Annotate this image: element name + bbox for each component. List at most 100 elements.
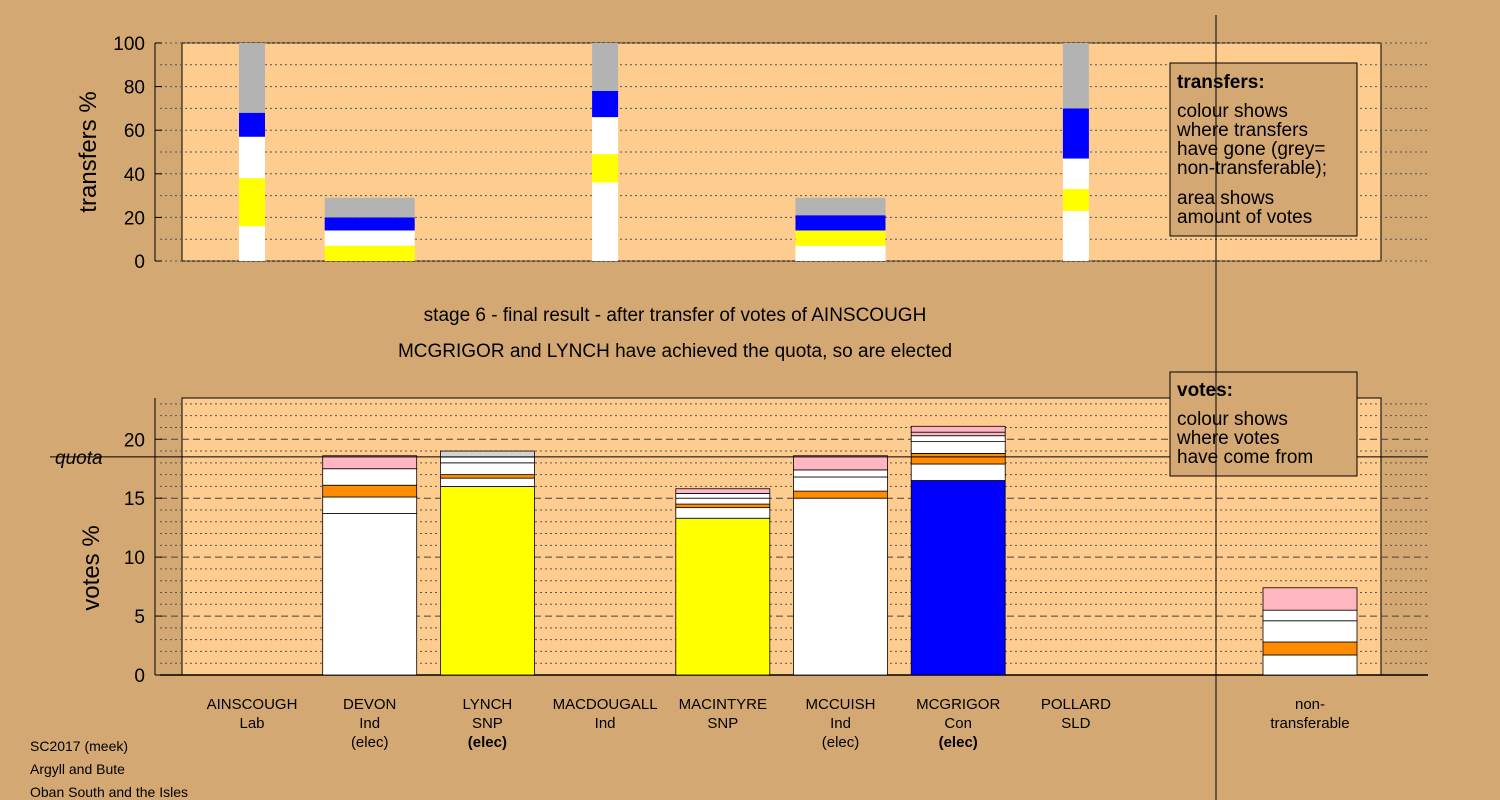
transfers-bar-segment xyxy=(795,197,886,216)
votes-bar-segment xyxy=(439,477,535,487)
votes-bar-segment xyxy=(793,455,888,471)
transfers-bar-segment xyxy=(1062,210,1089,261)
votes-y-axis-label: votes % xyxy=(78,525,105,610)
candidate-name-label: LYNCH xyxy=(463,696,513,713)
candidate-name-label: DEVON xyxy=(343,696,396,713)
transfers-bar-segment xyxy=(592,154,619,183)
votes-chart: 0 5 10 15 20 votes % quota votes: colour showswh… xyxy=(50,371,1428,751)
votes-bar-segment xyxy=(439,462,535,476)
candidate-party-label: Con xyxy=(944,715,972,732)
votes-bar-segment xyxy=(910,425,1006,433)
transfers-y-tick-label: 80 xyxy=(124,78,145,99)
footer-ward: Oban South and the Isles xyxy=(30,784,188,800)
transfers-bar-segment xyxy=(795,245,886,261)
transfers-legend-line: where transfers xyxy=(1176,120,1308,141)
nontransferable-label: transferable xyxy=(1270,715,1349,732)
transfers-bar-segment xyxy=(795,215,886,231)
votes-bar-segment xyxy=(322,513,418,676)
votes-bar-segment xyxy=(675,503,771,509)
transfers-y-tick-label: 20 xyxy=(124,208,145,229)
votes-bar-segment xyxy=(910,463,1006,481)
elected-title: MCGRIGOR and LYNCH have achieved the quo… xyxy=(397,341,953,362)
transfers-bar-segment xyxy=(239,178,265,227)
transfers-bar-segment xyxy=(795,230,886,246)
transfers-y-tick-label: 100 xyxy=(113,34,145,55)
votes-bar-segment xyxy=(675,507,771,519)
votes-y-tick-label: 15 xyxy=(124,489,145,510)
candidate-name-label: POLLARD xyxy=(1041,696,1111,713)
votes-bar-segment xyxy=(675,488,771,494)
votes-bar-segment xyxy=(439,474,535,479)
transfers-bar-segment xyxy=(239,136,265,179)
candidate-status-label: (elec) xyxy=(468,734,507,751)
votes-bar-segment xyxy=(1262,654,1358,676)
votes-bar-segment xyxy=(439,450,535,458)
candidate-party-label: Ind xyxy=(830,715,851,732)
nontransferable-label: non- xyxy=(1295,696,1325,713)
votes-bar-segment xyxy=(322,468,418,486)
transfers-legend-line: amount of votes xyxy=(1177,207,1312,228)
transfers-y-axis-label: transfers % xyxy=(75,91,102,212)
candidate-name-label: MCCUISH xyxy=(806,696,876,713)
votes-bar-segment xyxy=(1262,620,1358,643)
footer-council: Argyll and Bute xyxy=(30,761,125,777)
votes-y-tick-label: 0 xyxy=(134,666,145,687)
transfers-bar-segment xyxy=(1062,189,1089,211)
votes-bar-segment xyxy=(910,480,1006,676)
transfers-chart: 0 20 40 60 80 100 transfers % transfers: colour … xyxy=(75,34,1428,273)
votes-bar-segment xyxy=(793,490,888,499)
transfers-bar-segment xyxy=(324,245,415,261)
transfers-legend-line: non-transferable); xyxy=(1177,158,1327,179)
candidate-name-label: MACINTYRE xyxy=(679,696,767,713)
candidate-status-label: (elec) xyxy=(939,734,978,751)
votes-legend-line: have come from xyxy=(1177,447,1313,468)
candidate-name-label: AINSCOUGH xyxy=(207,696,298,713)
candidate-status-label: (elec) xyxy=(822,734,860,751)
votes-bar-segment xyxy=(793,476,888,492)
votes-bar-segment xyxy=(322,484,418,498)
votes-legend-line: where votes xyxy=(1176,428,1279,449)
votes-bar-segment xyxy=(322,455,418,470)
transfers-bar-segment xyxy=(1062,158,1089,190)
candidate-name-label: MCGRIGOR xyxy=(916,696,1000,713)
transfers-bar-segment xyxy=(239,43,265,113)
transfers-bar-segment xyxy=(239,226,265,261)
votes-bar-segment xyxy=(1262,609,1358,622)
candidate-party-label: SNP xyxy=(472,715,503,732)
votes-bar-segment xyxy=(675,493,771,499)
votes-bar-segment xyxy=(322,496,418,514)
votes-bar-segment xyxy=(910,431,1006,437)
votes-bar-segment xyxy=(1262,641,1358,656)
votes-legend-box xyxy=(1169,371,1358,477)
votes-bar-segment xyxy=(910,452,1006,465)
transfers-bar-segment xyxy=(592,182,619,261)
footer-election: SC2017 (meek) xyxy=(30,738,129,754)
candidate-party-label: SNP xyxy=(707,715,738,732)
stage-title: stage 6 - final result - after transfer … xyxy=(423,305,927,326)
votes-bar-segment xyxy=(910,435,1006,443)
candidate-status-label: (elec) xyxy=(351,734,389,751)
votes-y-tick-label: 20 xyxy=(124,430,145,451)
transfers-y-tick-label: 60 xyxy=(124,121,145,142)
votes-bar-segment xyxy=(675,497,771,505)
transfers-bar-segment xyxy=(324,230,415,246)
transfers-legend-line: area shows xyxy=(1177,188,1274,209)
candidate-party-label: SLD xyxy=(1061,715,1090,732)
transfers-bar-segment xyxy=(592,43,619,91)
votes-bar-segment xyxy=(439,486,535,676)
transfers-bar-segment xyxy=(324,217,415,231)
votes-bar-segment xyxy=(910,441,1006,454)
transfers-legend-box xyxy=(1169,62,1358,237)
transfers-legend-title: transfers: xyxy=(1177,72,1265,93)
candidate-name-label: MACDOUGALL xyxy=(553,696,658,713)
transfers-legend-line: colour shows xyxy=(1177,101,1288,122)
candidate-party-label: Ind xyxy=(359,715,380,732)
votes-legend-line: colour shows xyxy=(1177,409,1288,430)
transfers-bar-segment xyxy=(1062,43,1089,109)
votes-bar-segment xyxy=(1262,587,1358,611)
votes-y-tick-label: 10 xyxy=(124,548,145,569)
votes-bar-segment xyxy=(439,456,535,464)
votes-bar-segment xyxy=(793,497,888,676)
transfers-bar-segment xyxy=(324,197,415,218)
